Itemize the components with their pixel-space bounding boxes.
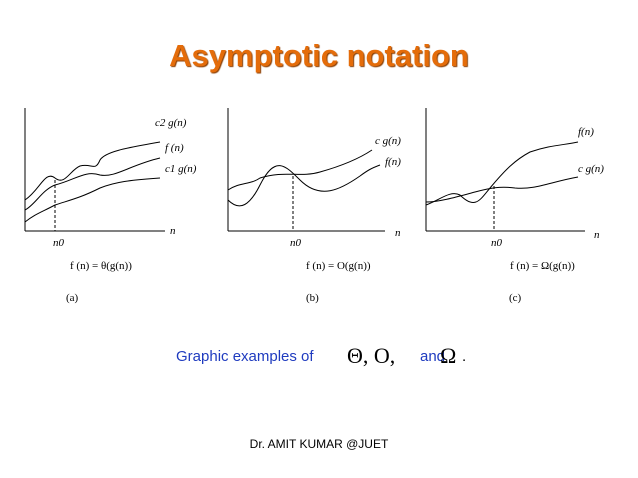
slide-title: Asymptotic notation bbox=[169, 38, 469, 73]
graph-a-n0-label: n0 bbox=[53, 237, 65, 249]
graph-b-upper-curve bbox=[227, 149, 373, 191]
graph-b: c g(n) f(n) n n0 f (n) = O(g(n)) (b) bbox=[227, 108, 401, 304]
graph-b-n0-label: n0 bbox=[290, 237, 302, 249]
graph-c-upper-label: f(n) bbox=[578, 126, 594, 138]
graph-b-n-label: n bbox=[395, 227, 401, 239]
graph-a-formula: f (n) = θ(g(n)) bbox=[70, 260, 132, 272]
graph-a-middle-label: f (n) bbox=[165, 142, 184, 154]
graph-a: c2 g(n) f (n) c1 g(n) n n0 f (n) = θ(g(n… bbox=[24, 108, 197, 304]
graph-b-caption: (b) bbox=[306, 292, 319, 304]
omega-symbol: Ω bbox=[440, 343, 457, 368]
graph-c-upper-curve bbox=[425, 141, 579, 206]
graph-b-lower-curve bbox=[227, 164, 381, 207]
graph-b-formula: f (n) = O(g(n)) bbox=[306, 260, 371, 272]
graph-c-n-label: n bbox=[594, 229, 600, 241]
graph-a-middle-curve bbox=[24, 157, 161, 211]
caption-and: and bbox=[420, 348, 446, 365]
graph-a-caption: (a) bbox=[66, 292, 79, 304]
graph-c-formula: f (n) = Ω(g(n)) bbox=[510, 260, 575, 272]
caption-period: . bbox=[462, 348, 467, 365]
graph-a-upper-label: c2 g(n) bbox=[155, 117, 187, 129]
footer-credit: Dr. AMIT KUMAR @JUET bbox=[249, 437, 389, 451]
graph-c-n0-label: n0 bbox=[491, 237, 503, 249]
graph-a-lower-label: c1 g(n) bbox=[165, 163, 197, 175]
graph-a-n-label: n bbox=[170, 225, 176, 237]
graph-a-upper-curve bbox=[24, 141, 161, 201]
notation-symbols: Θ, O, bbox=[347, 343, 396, 368]
graph-c-middle-label: c g(n) bbox=[578, 163, 604, 175]
caption-prefix: Graphic examples of bbox=[176, 348, 314, 365]
graph-c: f(n) c g(n) n n0 f (n) = Ω(g(n)) (c) bbox=[425, 108, 604, 304]
graph-b-middle-label: f(n) bbox=[385, 156, 401, 168]
graph-c-caption: (c) bbox=[509, 292, 522, 304]
graph-c-lower-curve bbox=[425, 176, 579, 203]
graph-b-upper-label: c g(n) bbox=[375, 135, 401, 147]
graph-a-lower-curve bbox=[24, 177, 161, 223]
